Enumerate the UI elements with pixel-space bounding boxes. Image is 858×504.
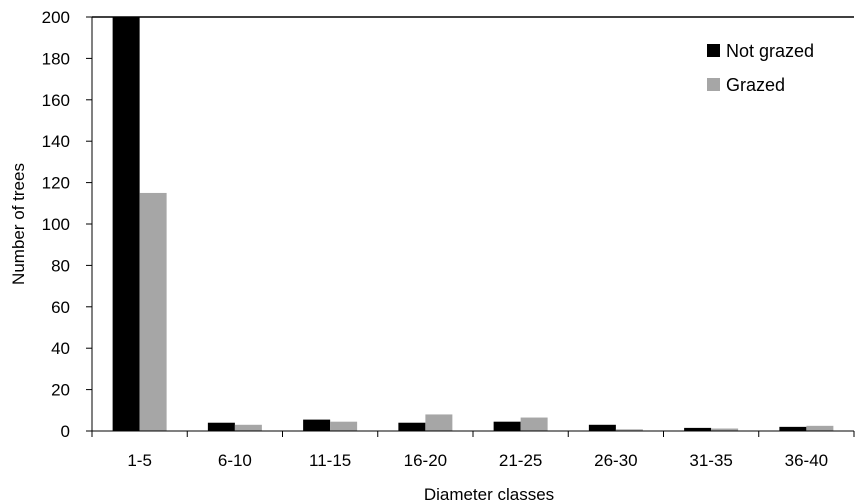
bar-grazed-26-30 (615, 429, 643, 431)
y-axis-title: Number of trees (9, 163, 28, 285)
y-tick-label: 20 (51, 381, 70, 400)
x-tick-label: 31-35 (689, 451, 732, 470)
x-tick-label: 6-10 (218, 451, 252, 470)
bar-grazed-11-15 (330, 421, 358, 431)
bar-grazed-16-20 (425, 414, 453, 431)
legend-label-grazed: Grazed (726, 75, 785, 95)
legend-swatch-grazed (707, 78, 720, 91)
x-axis-title: Diameter classes (424, 485, 554, 504)
axes-layer: 0 20 40 60 80 100 120 140 160 180 200 1-5 6-10 11-15 1… (42, 8, 855, 470)
y-tick-label: 0 (61, 422, 70, 441)
bar-grazed-21-25 (520, 417, 548, 431)
y-tick-label: 40 (51, 339, 70, 358)
legend-swatch-not-grazed (707, 44, 720, 57)
bars-layer (112, 17, 834, 431)
x-tick-label: 21-25 (499, 451, 542, 470)
legend: Not grazed Grazed (707, 41, 814, 95)
bar-not-grazed-36-40 (779, 426, 807, 431)
y-tick-label: 200 (42, 8, 70, 27)
x-tick-label: 36-40 (785, 451, 828, 470)
y-tick-label: 180 (42, 49, 70, 68)
y-tick-label: 100 (42, 215, 70, 234)
bar-not-grazed-1-5 (112, 17, 140, 431)
bar-grazed-1-5 (139, 192, 167, 431)
x-tick-label: 26-30 (594, 451, 637, 470)
x-tick-label: 1-5 (127, 451, 152, 470)
y-tick-label: 120 (42, 174, 70, 193)
y-tick-label: 160 (42, 91, 70, 110)
bar-not-grazed-16-20 (398, 422, 426, 431)
bar-not-grazed-21-25 (493, 421, 521, 431)
y-tick-label: 80 (51, 256, 70, 275)
bar-not-grazed-6-10 (207, 422, 235, 431)
x-tick-label: 16-20 (404, 451, 447, 470)
bar-grazed-31-35 (711, 428, 739, 431)
bar-not-grazed-31-35 (684, 427, 712, 431)
bar-grazed-6-10 (234, 424, 262, 431)
bar-grazed-36-40 (806, 425, 834, 431)
x-tick-label: 11-15 (309, 451, 351, 470)
bar-not-grazed-11-15 (303, 419, 331, 431)
y-tick-label: 140 (42, 132, 70, 151)
bar-not-grazed-26-30 (588, 424, 616, 431)
y-tick-label: 60 (51, 298, 70, 317)
legend-label-not-grazed: Not grazed (726, 41, 814, 61)
